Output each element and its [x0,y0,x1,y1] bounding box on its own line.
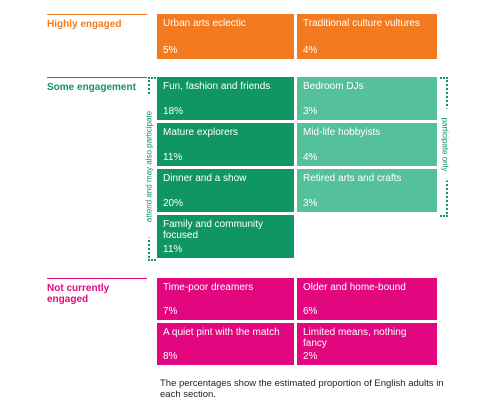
segment-percentage: 20% [163,198,184,209]
segment-percentage: 7% [163,306,178,317]
segment-name: Fun, fashion and friends [163,81,271,92]
segment-traditional-culture-vultures: Traditional culture vultures 4% [297,14,437,59]
segment-percentage: 4% [303,45,318,56]
segment-fun-fashion-friends: Fun, fashion and friends 18% [157,77,294,120]
segment-percentage: 6% [303,306,318,317]
section-label-not-engaged: Not currently engaged [47,278,147,305]
segment-name: Mid-life hobbyists [303,127,381,138]
segment-retired-arts-and-crafts: Retired arts and crafts 3% [297,169,437,212]
segment-name: Family and community focused [163,219,264,241]
segment-name: Time-poor dreamers [163,282,254,293]
segment-percentage: 8% [163,351,178,362]
segment-limited-means-nothing-fancy: Limited means, nothing fancy 2% [297,323,437,365]
segment-percentage: 11% [163,152,183,163]
segment-percentage: 2% [303,351,318,362]
segment-percentage: 3% [303,198,318,209]
section-label-highly-engaged: Highly engaged [47,14,147,30]
segment-name: Bedroom DJs [303,81,364,92]
segment-family-and-community-focused: Family and community focused 11% [157,215,294,258]
segment-name: Urban arts eclectic [163,18,246,29]
segment-name: Older and home-bound [303,282,406,293]
segment-name: A quiet pint with the match [163,327,280,338]
segment-name: Dinner and a show [163,173,247,184]
segment-quiet-pint-with-the-match: A quiet pint with the match 8% [157,323,294,365]
segment-percentage: 5% [163,45,178,56]
segment-percentage: 18% [163,106,184,117]
segment-name: Traditional culture vultures [303,18,420,29]
participate-only-label: participate only [440,108,450,181]
attend-participate-label: attend and may also participate [144,95,154,238]
segment-mid-life-hobbyists: Mid-life hobbyists 4% [297,123,437,166]
segment-name: Retired arts and crafts [303,173,402,184]
segment-name: Limited means, nothing fancy [303,327,407,349]
segment-dinner-and-a-show: Dinner and a show 20% [157,169,294,212]
segment-mature-explorers: Mature explorers 11% [157,123,294,166]
segment-urban-arts-eclectic: Urban arts eclectic 5% [157,14,294,59]
segment-name: Mature explorers [163,127,239,138]
caption: The percentages show the estimated propo… [160,378,444,400]
section-label-some-engagement: Some engagement [47,77,147,93]
segment-percentage: 3% [303,106,318,117]
segment-percentage: 4% [303,152,318,163]
segment-older-and-home-bound: Older and home-bound 6% [297,278,437,320]
segment-time-poor-dreamers: Time-poor dreamers 7% [157,278,294,320]
segment-percentage: 11% [163,244,183,255]
segment-bedroom-djs: Bedroom DJs 3% [297,77,437,120]
